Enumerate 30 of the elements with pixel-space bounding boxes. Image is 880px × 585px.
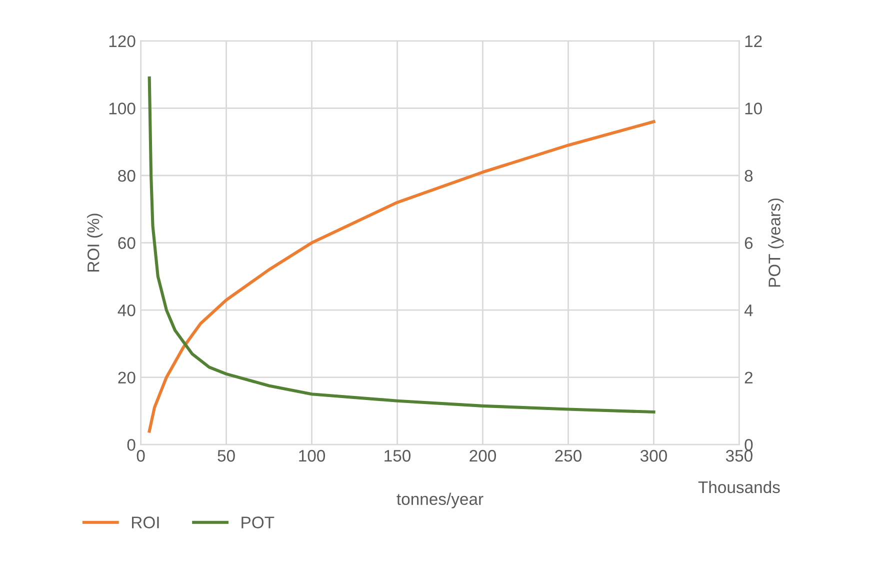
x-tick-label: 0 [136,450,145,462]
x-tick-label: 200 [470,450,496,462]
y2-tick-label: 8 [744,170,753,182]
y-axis-title: ROI (%) [87,214,103,272]
y2-tick-label: 10 [745,102,762,114]
y2-tick-label: 6 [744,237,753,249]
y-tick-label: 80 [118,170,136,182]
y2-tick-label: 2 [744,372,752,384]
y-tick-label: 100 [109,102,136,114]
legend-label: POT [242,516,274,528]
y-tick-label: 0 [127,439,136,451]
x-axis-title: tonnes/year [396,492,484,508]
y-tick-label: 120 [109,35,136,48]
y-tick-label: 40 [118,304,136,316]
x-tick-label: 150 [384,450,411,462]
line-series [148,120,656,433]
y2-tick-label: 12 [745,35,762,47]
y-tick-label: 20 [118,372,136,384]
y2-axis-title: POT (years) [768,198,784,287]
legend-label: ROI [132,516,159,528]
line-series [148,76,656,414]
y-tick-label: 60 [118,237,136,249]
x-tick-label: 50 [218,450,235,462]
x-tick-label: 350 [726,450,752,462]
x-tick-label: 100 [299,450,326,462]
x-tick-label: 250 [555,450,582,462]
text: Thousands [698,480,780,494]
y2-tick-label: 4 [744,304,753,316]
y2-tick-label: 0 [744,439,753,451]
x-tick-label: 300 [640,450,667,462]
